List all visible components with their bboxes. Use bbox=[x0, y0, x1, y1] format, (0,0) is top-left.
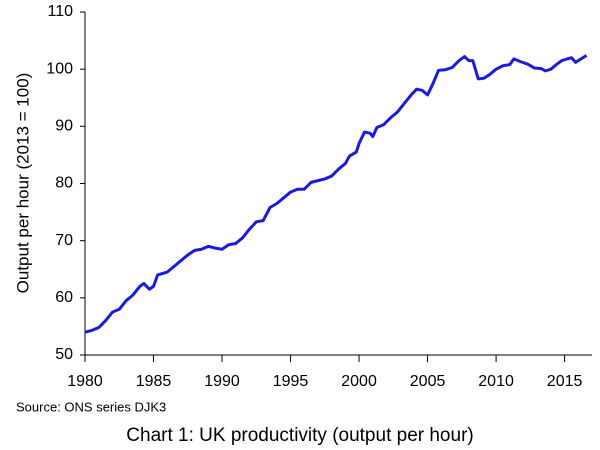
x-tick-label: 2015 bbox=[547, 373, 583, 390]
x-tick-label: 2010 bbox=[478, 373, 514, 390]
x-tick-label: 1980 bbox=[67, 373, 103, 390]
y-axis-label: Output per hour (2013 = 100) bbox=[13, 73, 32, 294]
y-tick-label: 90 bbox=[55, 118, 73, 135]
x-tick-label: 2005 bbox=[410, 373, 446, 390]
y-tick-label: 100 bbox=[46, 60, 73, 77]
x-tick-label: 1985 bbox=[136, 373, 172, 390]
y-tick-label: 50 bbox=[55, 346, 73, 363]
source-note: Source: ONS series DJK3 bbox=[16, 399, 166, 414]
x-tick-label: 1995 bbox=[273, 373, 309, 390]
chart-title: Chart 1: UK productivity (output per hou… bbox=[126, 425, 473, 446]
y-tick-label: 80 bbox=[55, 175, 73, 192]
y-tick-label: 70 bbox=[55, 232, 73, 249]
data-line bbox=[84, 54, 588, 334]
y-tick-label: 110 bbox=[47, 3, 73, 20]
y-tick-label: 60 bbox=[55, 289, 73, 306]
x-tick-label: 1990 bbox=[204, 373, 240, 390]
x-tick-label: 2000 bbox=[341, 373, 377, 390]
